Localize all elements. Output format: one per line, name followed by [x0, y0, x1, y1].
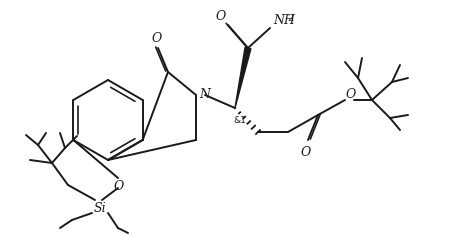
Polygon shape [235, 47, 251, 108]
Text: &1: &1 [233, 116, 246, 125]
Text: O: O [301, 145, 311, 159]
Text: N: N [199, 88, 210, 102]
Text: O: O [114, 180, 124, 194]
Text: 2: 2 [287, 14, 293, 23]
Text: O: O [346, 87, 356, 101]
Text: Si: Si [94, 202, 106, 214]
Text: NH: NH [273, 14, 295, 26]
Text: O: O [152, 33, 162, 46]
Text: O: O [216, 11, 226, 23]
